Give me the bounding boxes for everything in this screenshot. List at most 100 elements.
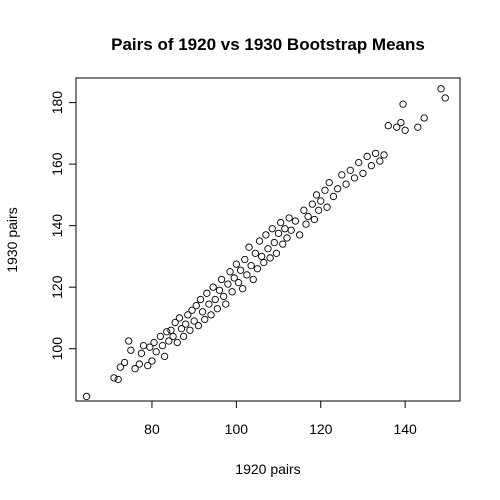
data-point [120, 358, 129, 367]
data-point [125, 337, 133, 345]
data-point [304, 212, 312, 221]
data-point [393, 123, 401, 131]
data-point [251, 249, 259, 257]
data-point [228, 288, 236, 296]
data-point [363, 152, 371, 161]
data-point [247, 261, 255, 270]
data-point [146, 343, 154, 351]
chart-title: Pairs of 1920 vs 1930 Bootstrap Means [111, 35, 425, 54]
data-point [148, 357, 156, 365]
data-point [211, 295, 219, 304]
data-point [158, 341, 167, 350]
y-tick-label: 160 [49, 152, 65, 176]
data-point [205, 300, 213, 308]
data-point [266, 254, 274, 262]
data-point [215, 286, 224, 294]
data-point [323, 203, 331, 211]
data-point [291, 217, 300, 225]
data-point [144, 361, 152, 370]
data-point [192, 301, 200, 310]
data-point [209, 283, 217, 291]
data-point [188, 306, 196, 314]
data-point [255, 237, 264, 245]
data-point [376, 157, 384, 165]
data-point [220, 292, 228, 301]
data-point [203, 289, 211, 297]
data-point [201, 315, 209, 324]
data-point [333, 185, 342, 193]
data-point [285, 214, 293, 222]
data-point [302, 220, 310, 228]
data-point [325, 178, 333, 187]
data-point [310, 215, 319, 224]
y-tick-label: 180 [49, 91, 65, 115]
data-point [397, 118, 405, 127]
data-point [437, 85, 445, 93]
data-point [177, 325, 186, 333]
data-point [232, 260, 241, 268]
data-point [173, 338, 181, 347]
data-point [270, 238, 278, 247]
data-point [196, 295, 205, 304]
data-point [245, 243, 253, 251]
data-point [272, 249, 281, 257]
data-point [359, 169, 367, 178]
x-tick-label: 80 [144, 421, 160, 437]
data-point [182, 320, 190, 328]
data-point [329, 192, 338, 201]
data-point [355, 158, 363, 167]
data-point [224, 280, 232, 288]
data-point [169, 332, 177, 341]
data-point [321, 186, 329, 194]
data-point [262, 231, 270, 239]
data-point [171, 318, 179, 327]
data-point [295, 231, 304, 239]
data-point [253, 265, 262, 273]
data-point [264, 245, 272, 253]
x-tick-label: 100 [225, 421, 249, 437]
data-point [371, 149, 380, 158]
data-point [184, 311, 192, 319]
data-point [317, 197, 325, 205]
data-point [414, 123, 422, 131]
data-point [350, 174, 359, 182]
data-point [338, 171, 346, 179]
data-point [243, 271, 251, 279]
data-point [207, 311, 215, 319]
data-point [367, 162, 376, 170]
y-tick-label: 100 [49, 337, 65, 361]
data-point [163, 328, 171, 336]
x-axis-label: 1920 pairs [235, 461, 300, 477]
data-point [277, 218, 285, 227]
data-point [135, 360, 143, 368]
y-tick-label: 120 [49, 275, 65, 299]
y-axis-label: 1930 pairs [4, 207, 20, 272]
data-point [156, 332, 165, 341]
data-point [230, 274, 238, 282]
data-point [441, 94, 449, 102]
data-point [150, 338, 158, 347]
data-point [198, 308, 207, 316]
y-tick-label: 140 [49, 214, 65, 238]
data-point [137, 349, 146, 357]
data-point [249, 275, 257, 284]
data-point [287, 226, 295, 234]
data-point [420, 114, 428, 122]
data-point [175, 314, 184, 322]
data-point [194, 321, 203, 330]
data-point [274, 229, 283, 237]
data-point [279, 240, 287, 248]
data-point [226, 268, 234, 276]
data-point [399, 100, 407, 108]
data-point [234, 278, 243, 287]
data-point [268, 225, 276, 233]
data-point [239, 285, 247, 293]
data-point [401, 126, 409, 134]
data-point [152, 348, 160, 356]
data-point [380, 151, 388, 159]
data-point [236, 266, 245, 274]
x-axis: 80 100 120 140 [144, 400, 417, 437]
data-point [114, 375, 122, 384]
data-point [384, 122, 392, 130]
